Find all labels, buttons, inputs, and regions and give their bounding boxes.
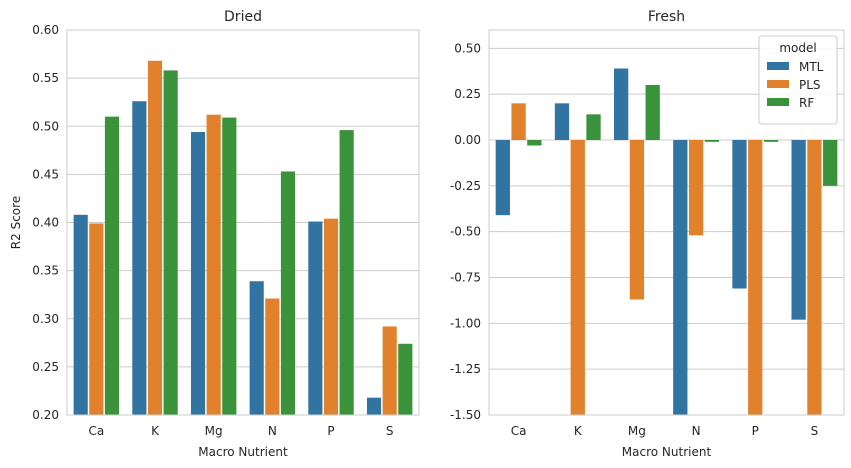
- bar-mtl-n: [673, 140, 688, 415]
- bar-mtl-k: [554, 103, 570, 140]
- x-tick-label: S: [811, 424, 819, 438]
- bar-mtl-s: [791, 140, 806, 320]
- bar-rf-k: [586, 114, 601, 140]
- bar-pls-mg: [206, 114, 221, 415]
- plot-frame: [66, 29, 420, 416]
- bar-pls-mg: [629, 140, 645, 300]
- bar-mtl-p: [732, 140, 747, 289]
- bar-rf-s: [823, 140, 838, 186]
- legend-swatch-rf: [767, 98, 789, 106]
- legend: model MTL PLS RF: [758, 35, 838, 125]
- legend-swatch-mtl: [767, 62, 789, 70]
- y-tick-label: 0.20: [32, 408, 59, 422]
- x-tick-label: P: [752, 424, 759, 438]
- legend-title: model: [779, 41, 816, 55]
- bar-pls-ca: [89, 223, 104, 415]
- y-tick-label: -0.25: [450, 179, 481, 193]
- bar-mtl-mg: [190, 132, 206, 415]
- bar-pls-n: [265, 298, 280, 415]
- bar-pls-p: [748, 140, 763, 415]
- bar-mtl-s: [366, 397, 382, 415]
- x-tick-label: Ca: [88, 424, 104, 438]
- bar-rf-s: [398, 343, 413, 415]
- y-tick-label: -0.50: [450, 225, 481, 239]
- bar-pls-k: [147, 60, 163, 416]
- y-tick-label: 0.25: [454, 87, 481, 101]
- bar-mtl-mg: [614, 68, 629, 140]
- bar-rf-k: [163, 70, 178, 416]
- chart-title: Dried: [224, 9, 262, 25]
- x-tick-label: S: [386, 424, 394, 438]
- fresh-chart: 0.50 0.25 0.00 -0.25 -0.50 -0.75 -1.00 -1.25 -1.…: [450, 9, 845, 459]
- legend-swatch-pls: [767, 80, 789, 88]
- bar-rf-p: [339, 130, 354, 415]
- bar-mtl-k: [132, 101, 147, 415]
- x-tick-label: Ca: [511, 424, 527, 438]
- x-tick-label: Mg: [205, 424, 223, 438]
- x-axis-label: Macro Nutrient: [622, 445, 712, 459]
- x-tick-label: K: [151, 424, 160, 438]
- y-tick-label: 0.40: [32, 216, 59, 230]
- y-tick-label: 0.45: [32, 167, 59, 181]
- y-tick-label: -1.00: [450, 316, 481, 330]
- bar-rf-n: [704, 140, 719, 142]
- y-tick-label: 0.00: [454, 133, 481, 147]
- bar-rf-ca: [104, 116, 120, 415]
- y-tick-label: 0.55: [32, 71, 59, 85]
- bar-pls-p: [323, 218, 339, 415]
- dried-chart: 0.20 0.25 0.30 0.35 0.40 0.45 0.50 0.55 0.60 Ca K M…: [9, 9, 420, 459]
- bar-rf-mg: [645, 85, 660, 140]
- y-tick-label: 0.35: [32, 264, 59, 278]
- y-tick-label: 0.25: [32, 360, 59, 374]
- bar-mtl-p: [308, 221, 323, 415]
- y-tick-label: -1.50: [450, 408, 481, 422]
- y-axis-label: R2 Score: [9, 196, 23, 249]
- bar-pls-k: [570, 140, 585, 415]
- bar-rf-mg: [222, 117, 237, 416]
- bar-mtl-ca: [495, 140, 510, 216]
- bar-pls-n: [688, 140, 704, 236]
- chart-title: Fresh: [648, 9, 685, 25]
- bar-pls-ca: [511, 103, 526, 140]
- bar-rf-p: [763, 140, 779, 142]
- plot-frame: [488, 29, 845, 416]
- x-axis-label: Macro Nutrient: [198, 445, 288, 459]
- legend-label-rf: RF: [799, 96, 814, 110]
- legend-label-pls: PLS: [799, 78, 821, 92]
- x-tick-label: N: [268, 424, 277, 438]
- bar-mtl-n: [249, 281, 264, 415]
- x-tick-label: K: [574, 424, 583, 438]
- y-tick-label: 0.50: [454, 41, 481, 55]
- bar-rf-n: [280, 171, 296, 415]
- bar-pls-s: [382, 326, 397, 415]
- y-tick-label: 0.30: [32, 312, 59, 326]
- bar-mtl-ca: [73, 214, 88, 415]
- legend-label-mtl: MTL: [799, 60, 824, 74]
- y-tick-label: -1.25: [450, 362, 481, 376]
- y-tick-label: 0.60: [32, 23, 59, 37]
- x-tick-label: Mg: [628, 424, 646, 438]
- y-tick-label: 0.50: [32, 119, 59, 133]
- x-tick-label: P: [327, 424, 334, 438]
- bar-pls-s: [807, 140, 822, 415]
- x-tick-label: N: [692, 424, 701, 438]
- bar-rf-ca: [527, 140, 542, 146]
- y-tick-label: -0.75: [450, 271, 481, 285]
